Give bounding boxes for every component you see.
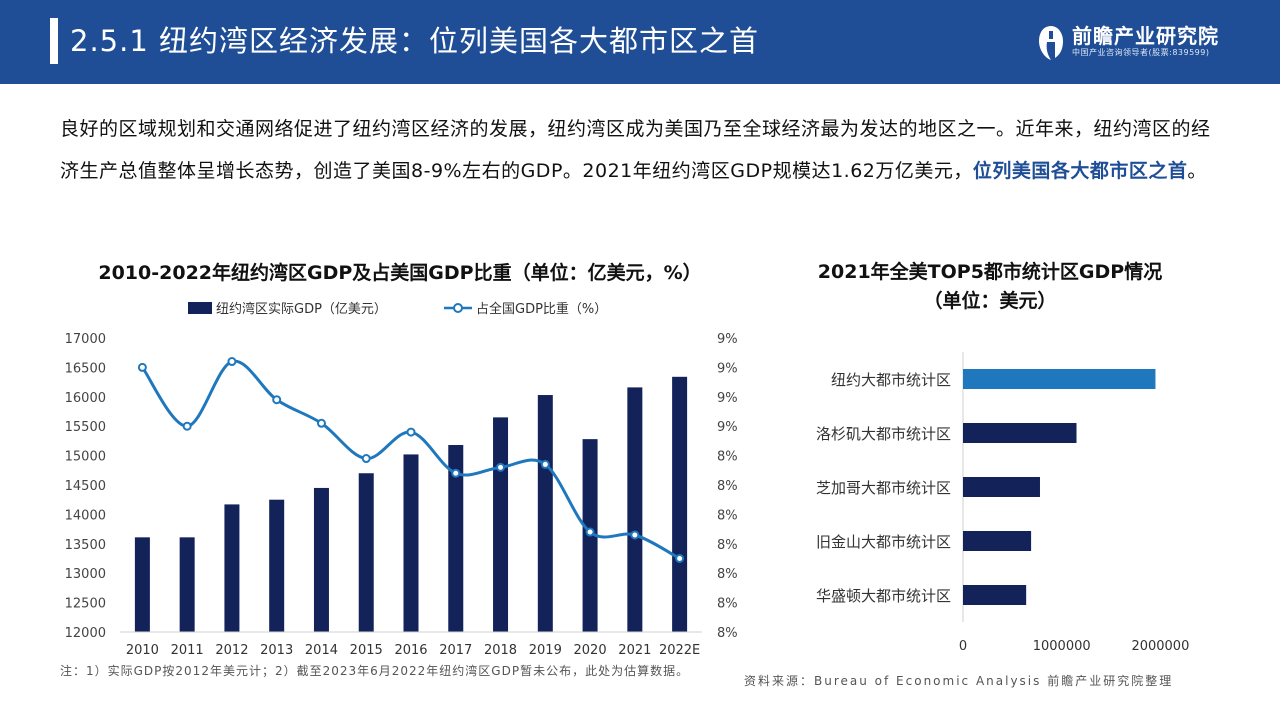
- left-axis-tick: 15000: [65, 450, 106, 465]
- left-chart-title: 2010-2022年纽约湾区GDP及占美国GDP比重（单位：亿美元，%）: [98, 262, 702, 284]
- right-axis-tick: 8%: [717, 597, 738, 612]
- category-label: 纽约大都市统计区: [831, 371, 951, 389]
- share-point: [182, 421, 192, 431]
- share-point: [630, 530, 640, 540]
- left-axis-tick: 13000: [65, 567, 106, 582]
- share-point: [540, 459, 550, 469]
- x-axis-tick: 2012: [215, 643, 248, 656]
- brand-logo: 前瞻产业研究院 中国产业咨询领导者(股票:839599): [1036, 20, 1246, 66]
- left-axis-tick: 13500: [65, 538, 106, 553]
- x-axis-tick: 2019: [529, 643, 562, 656]
- intro-highlight: 位列美国各大都市区之首: [972, 160, 1188, 182]
- share-point: [361, 454, 371, 464]
- top5-metro-bar-chart: 纽约大都市统计区洛杉矶大都市统计区芝加哥大都市统计区旧金山大都市统计区华盛顿大都…: [816, 352, 1189, 654]
- intro-paragraph: 良好的区域规划和交通网络促进了纽约湾区经济的发展，纽约湾区成为美国乃至全球经济最…: [60, 108, 1220, 192]
- brand-logo-icon: [1039, 26, 1063, 60]
- gdp-bar: [448, 445, 464, 632]
- metro-gdp-bar: [963, 369, 1156, 389]
- right-axis-tick: 8%: [717, 508, 738, 523]
- right-axis-tick: 9%: [717, 332, 738, 347]
- x-axis-tick: 2017: [439, 643, 472, 656]
- x-axis-tick: 2011: [171, 643, 204, 656]
- x-axis-tick: 2021: [618, 643, 651, 656]
- gdp-bar: [179, 537, 195, 632]
- right-axis-tick: 8%: [717, 626, 738, 641]
- share-point: [585, 527, 595, 537]
- gdp-bar: [134, 537, 150, 632]
- legend-line-marker: [453, 303, 463, 313]
- legend-line-label: 占全国GDP比重（%）: [476, 301, 607, 317]
- gdp-bar: [313, 487, 329, 632]
- right-chart-title-line1: 2021年全美TOP5都市统计区GDP情况: [817, 261, 1163, 283]
- gdp-bar: [627, 387, 643, 632]
- right-axis-tick: 8%: [717, 450, 738, 465]
- gdp-bar: [493, 417, 509, 632]
- right-axis-tick: 8%: [717, 567, 738, 582]
- intro-text: 良好的区域规划和交通网络促进了纽约湾区经济的发展，纽约湾区成为美国乃至全球经济最…: [60, 118, 1211, 182]
- gdp-bar: [403, 454, 419, 632]
- share-point: [406, 427, 416, 437]
- share-point: [451, 468, 461, 478]
- category-label: 华盛顿大都市统计区: [816, 587, 951, 605]
- x-axis-tick: 0: [959, 639, 967, 654]
- legend-bar-swatch: [188, 302, 212, 314]
- left-axis-tick: 17000: [65, 332, 106, 347]
- metro-gdp-bar: [963, 531, 1032, 551]
- x-axis-tick: 2015: [350, 643, 383, 656]
- left-axis-tick: 16500: [65, 361, 106, 376]
- gdp-bar: [672, 376, 688, 632]
- share-point: [227, 357, 237, 367]
- right-chart-title-line2: （单位：美元）: [923, 290, 1057, 312]
- data-source: 资料来源：Bureau of Economic Analysis 前瞻产业研究院…: [744, 674, 1174, 688]
- x-axis-tick: 2013: [260, 643, 293, 656]
- right-chart-title: 2021年全美TOP5都市统计区GDP情况 （单位：美元）: [770, 258, 1210, 316]
- x-axis-tick: 2000000: [1131, 639, 1189, 654]
- left-axis-tick: 16000: [65, 391, 106, 406]
- metro-gdp-bar: [963, 477, 1040, 497]
- share-point: [137, 362, 147, 372]
- category-label: 洛杉矶大都市统计区: [816, 425, 951, 443]
- right-axis-tick: 9%: [717, 361, 738, 376]
- legend-bar-label: 纽约湾区实际GDP（亿美元）: [216, 301, 387, 317]
- metro-gdp-bar: [963, 423, 1077, 443]
- x-axis-tick: 2018: [484, 643, 517, 656]
- gdp-bar: [269, 499, 285, 632]
- share-point: [496, 462, 506, 472]
- left-axis-tick: 12500: [65, 597, 106, 612]
- title-accent-bar: [50, 18, 58, 64]
- metro-gdp-bar: [963, 585, 1027, 605]
- intro-text-end: 。: [1187, 160, 1207, 182]
- right-axis-tick: 8%: [717, 479, 738, 494]
- left-axis-tick: 12000: [65, 626, 106, 641]
- x-axis-tick: 2020: [574, 643, 607, 656]
- header-banner: 2.5.1 纽约湾区经济发展：位列美国各大都市区之首 前瞻产业研究院 中国产业咨…: [0, 0, 1280, 84]
- left-axis-tick: 15500: [65, 420, 106, 435]
- category-label: 芝加哥大都市统计区: [816, 479, 951, 497]
- category-label: 旧金山大都市统计区: [816, 533, 951, 551]
- left-axis-tick: 14500: [65, 479, 106, 494]
- gdp-combo-chart: 纽约湾区实际GDP（亿美元） 占全国GDP比重（%） 12000 12500 13000…: [65, 301, 738, 656]
- left-axis-tick: 14000: [65, 508, 106, 523]
- x-axis-tick: 2010: [126, 643, 159, 656]
- brand-name: 前瞻产业研究院: [1072, 24, 1219, 48]
- right-axis-tick: 8%: [717, 538, 738, 553]
- x-axis-tick: 2014: [305, 643, 338, 656]
- brand-tagline: 中国产业咨询领导者(股票:839599): [1072, 48, 1210, 57]
- gdp-bar: [358, 473, 374, 632]
- x-axis-tick: 2016: [394, 643, 427, 656]
- chart-footnote: 注：1）实际GDP按2012年美元计；2）截至2023年6月2022年纽约湾区G…: [60, 664, 690, 678]
- gdp-bar: [537, 395, 553, 632]
- gdp-bar: [224, 504, 240, 632]
- right-axis-tick: 9%: [717, 391, 738, 406]
- share-point: [675, 554, 685, 563]
- share-point: [272, 395, 282, 405]
- page-title: 2.5.1 纽约湾区经济发展：位列美国各大都市区之首: [70, 24, 760, 58]
- x-axis-tick: 1000000: [1033, 639, 1091, 654]
- x-axis-tick: 2022E: [659, 643, 700, 656]
- share-point: [316, 418, 326, 428]
- right-axis-tick: 9%: [717, 420, 738, 435]
